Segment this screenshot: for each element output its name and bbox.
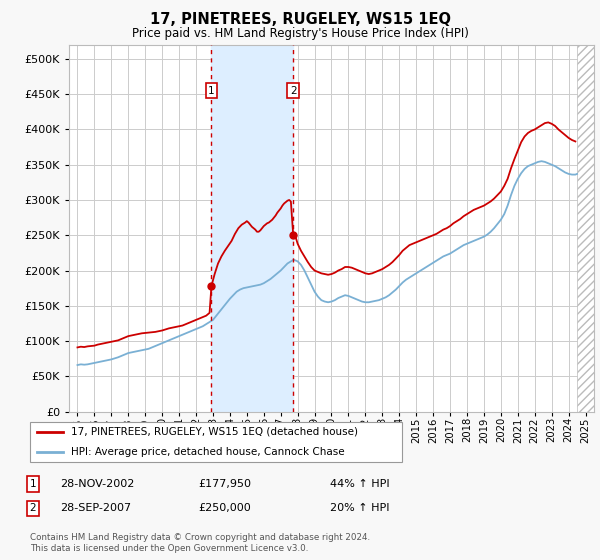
Text: £177,950: £177,950 xyxy=(198,479,251,489)
Text: 28-SEP-2007: 28-SEP-2007 xyxy=(60,503,131,514)
Text: Contains HM Land Registry data © Crown copyright and database right 2024.
This d: Contains HM Land Registry data © Crown c… xyxy=(30,533,370,553)
Text: Price paid vs. HM Land Registry's House Price Index (HPI): Price paid vs. HM Land Registry's House … xyxy=(131,27,469,40)
Text: £250,000: £250,000 xyxy=(198,503,251,514)
Text: 28-NOV-2002: 28-NOV-2002 xyxy=(60,479,134,489)
Text: 44% ↑ HPI: 44% ↑ HPI xyxy=(330,479,389,489)
Text: 17, PINETREES, RUGELEY, WS15 1EQ: 17, PINETREES, RUGELEY, WS15 1EQ xyxy=(149,12,451,27)
Bar xyxy=(577,45,594,412)
Bar xyxy=(211,45,293,412)
Text: 2: 2 xyxy=(290,86,296,96)
Text: 2: 2 xyxy=(29,503,37,514)
Text: HPI: Average price, detached house, Cannock Chase: HPI: Average price, detached house, Cann… xyxy=(71,447,344,457)
Text: 17, PINETREES, RUGELEY, WS15 1EQ (detached house): 17, PINETREES, RUGELEY, WS15 1EQ (detach… xyxy=(71,427,358,437)
Text: 1: 1 xyxy=(29,479,37,489)
Text: 20% ↑ HPI: 20% ↑ HPI xyxy=(330,503,389,514)
Text: 1: 1 xyxy=(208,86,215,96)
